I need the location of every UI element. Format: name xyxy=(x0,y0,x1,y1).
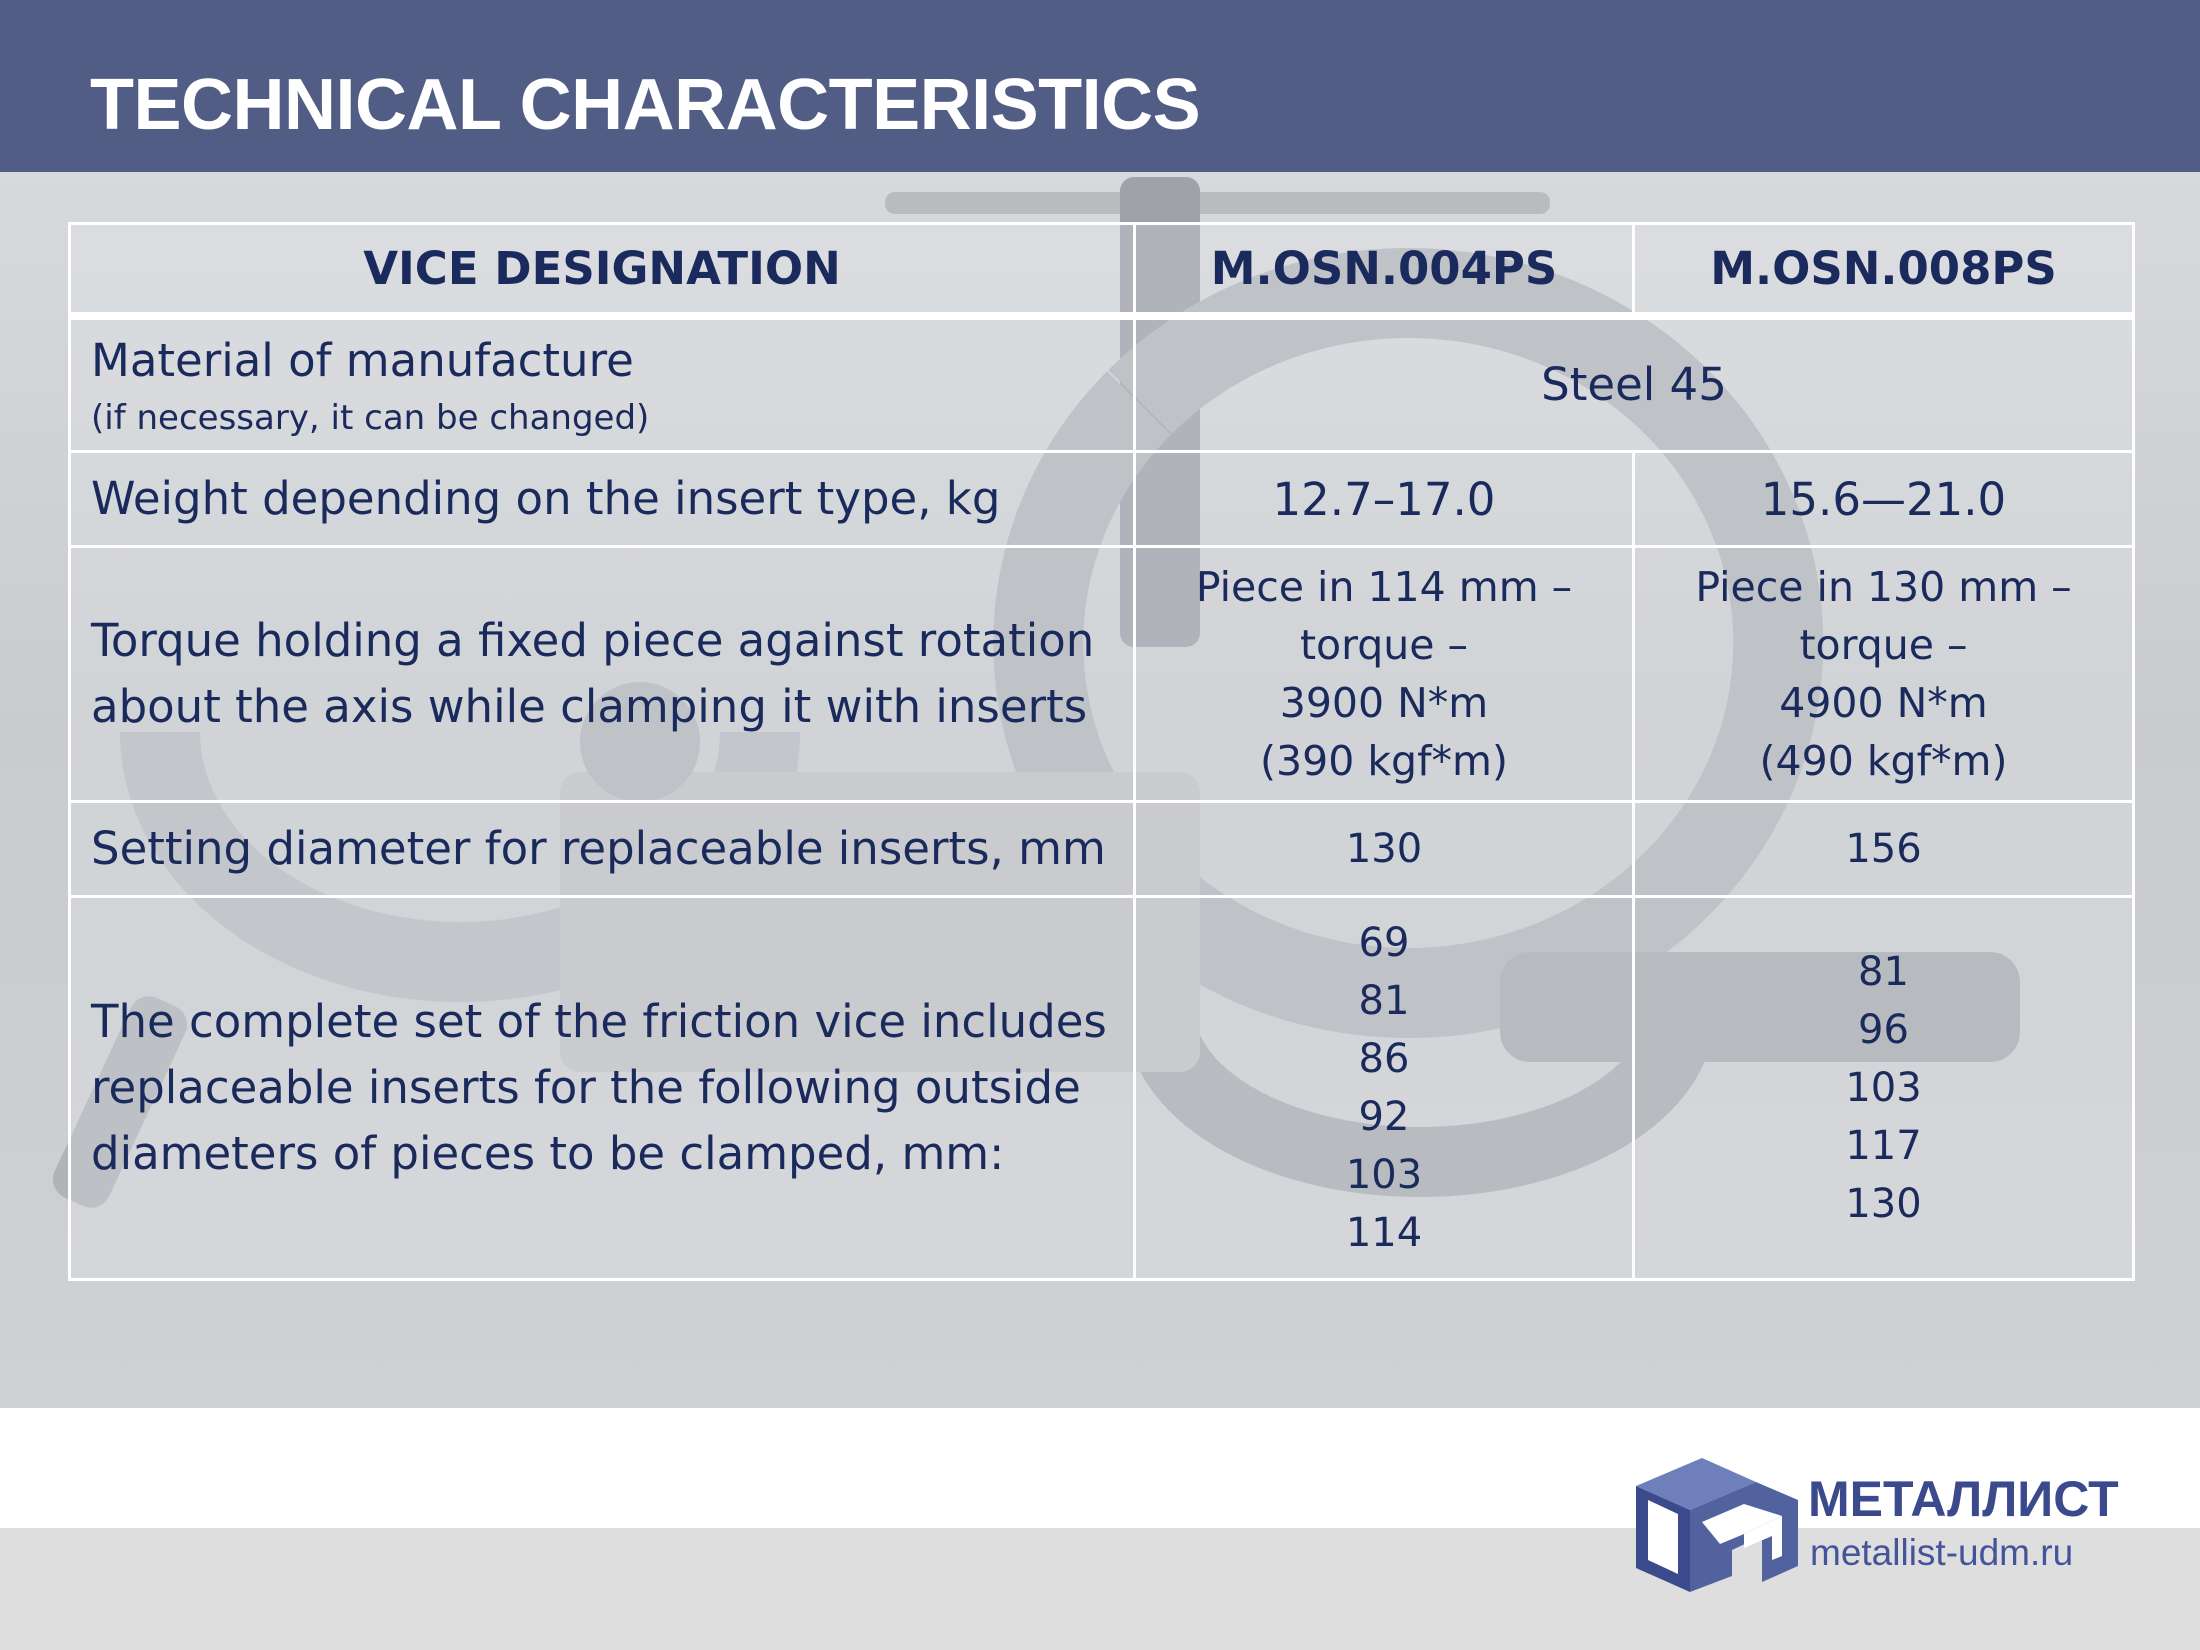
material-label-cell: Material of manufacture (if necessary, i… xyxy=(68,314,1136,453)
table-row-setting-diameter: Setting diameter for replaceable inserts… xyxy=(68,800,2135,898)
insert-diameter: 69 xyxy=(1358,920,1410,966)
page-title: TECHNICAL CHARACTERISTICS xyxy=(90,65,1201,145)
torque-line: (390 kgf*m) xyxy=(1260,737,1508,785)
torque-label-line: about the axis while clamping it with in… xyxy=(91,680,1088,733)
torque-line: Piece in 114 mm – xyxy=(1195,563,1573,611)
specifications-table: VICE DESIGNATION M.OSN.004PS M.OSN.008PS… xyxy=(68,222,2135,1281)
inserts-label-line: replaceable inserts for the following ou… xyxy=(91,1061,1081,1114)
inserts-list-008ps: 81 96 103 117 130 xyxy=(1632,895,2135,1281)
table-header-row: VICE DESIGNATION M.OSN.004PS M.OSN.008PS xyxy=(68,222,2135,320)
setting-diameter-008ps: 156 xyxy=(1632,800,2135,898)
torque-line: (490 kgf*m) xyxy=(1759,737,2008,785)
table-row-inserts: The complete set of the friction vice in… xyxy=(68,895,2135,1281)
insert-diameter: 114 xyxy=(1345,1210,1423,1256)
torque-line: 4900 N*m xyxy=(1779,679,1988,727)
inserts-label-line: The complete set of the friction vice in… xyxy=(91,995,1107,1048)
insert-diameter: 103 xyxy=(1845,1065,1922,1111)
insert-diameter: 92 xyxy=(1358,1094,1410,1140)
torque-label-line: Torque holding a fixed piece against rot… xyxy=(91,614,1095,667)
metallist-logo-icon xyxy=(1636,1458,1798,1592)
torque-line: Piece in 130 mm – xyxy=(1695,563,2072,611)
header-vice-designation: VICE DESIGNATION xyxy=(68,222,1136,320)
header-band: TECHNICAL CHARACTERISTICS xyxy=(0,0,2200,172)
material-label: Material of manufacture xyxy=(91,333,634,387)
table-row-torque: Torque holding a fixed piece against rot… xyxy=(68,545,2135,803)
header-model-004ps: M.OSN.004PS xyxy=(1133,222,1635,320)
insert-diameter: 86 xyxy=(1358,1036,1410,1082)
weight-label: Weight depending on the insert type, kg xyxy=(68,450,1136,548)
insert-diameter: 81 xyxy=(1858,949,1909,995)
weight-value-004ps: 12.7–17.0 xyxy=(1133,450,1635,548)
torque-line: torque – xyxy=(1799,621,1968,669)
material-note: (if necessary, it can be changed) xyxy=(91,397,650,438)
torque-label: Torque holding a fixed piece against rot… xyxy=(68,545,1136,803)
inserts-label-line: diameters of pieces to be clamped, mm: xyxy=(91,1127,1005,1180)
insert-diameter: 96 xyxy=(1858,1007,1909,1053)
torque-line: torque – xyxy=(1299,621,1469,669)
footer-gray-band xyxy=(0,1528,2200,1650)
insert-diameter: 130 xyxy=(1845,1181,1922,1227)
setting-diameter-label: Setting diameter for replaceable inserts… xyxy=(68,800,1136,898)
insert-diameter: 117 xyxy=(1845,1123,1922,1169)
table-row-material: Material of manufacture (if necessary, i… xyxy=(68,314,2135,453)
insert-diameter: 81 xyxy=(1358,978,1410,1024)
weight-value-008ps: 15.6—21.0 xyxy=(1632,450,2135,548)
footer-white-band xyxy=(0,1408,2200,1528)
material-value: Steel 45 xyxy=(1133,314,2135,453)
inserts-label: The complete set of the friction vice in… xyxy=(68,895,1136,1281)
header-model-008ps: M.OSN.008PS xyxy=(1632,222,2135,320)
inserts-list-004ps: 69 81 86 92 103 114 xyxy=(1133,895,1635,1281)
brand-url: metallist-udm.ru xyxy=(1810,1532,2074,1573)
torque-line: 3900 N*m xyxy=(1279,679,1489,727)
table-row-weight: Weight depending on the insert type, kg … xyxy=(68,450,2135,548)
insert-diameter: 103 xyxy=(1345,1152,1423,1198)
torque-value-004ps: Piece in 114 mm – torque – 3900 N*m (390… xyxy=(1133,545,1635,803)
torque-value-008ps: Piece in 130 mm – torque – 4900 N*m (490… xyxy=(1632,545,2135,803)
brand-name: МЕТАЛЛИСТ xyxy=(1808,1471,2119,1527)
setting-diameter-004ps: 130 xyxy=(1133,800,1635,898)
